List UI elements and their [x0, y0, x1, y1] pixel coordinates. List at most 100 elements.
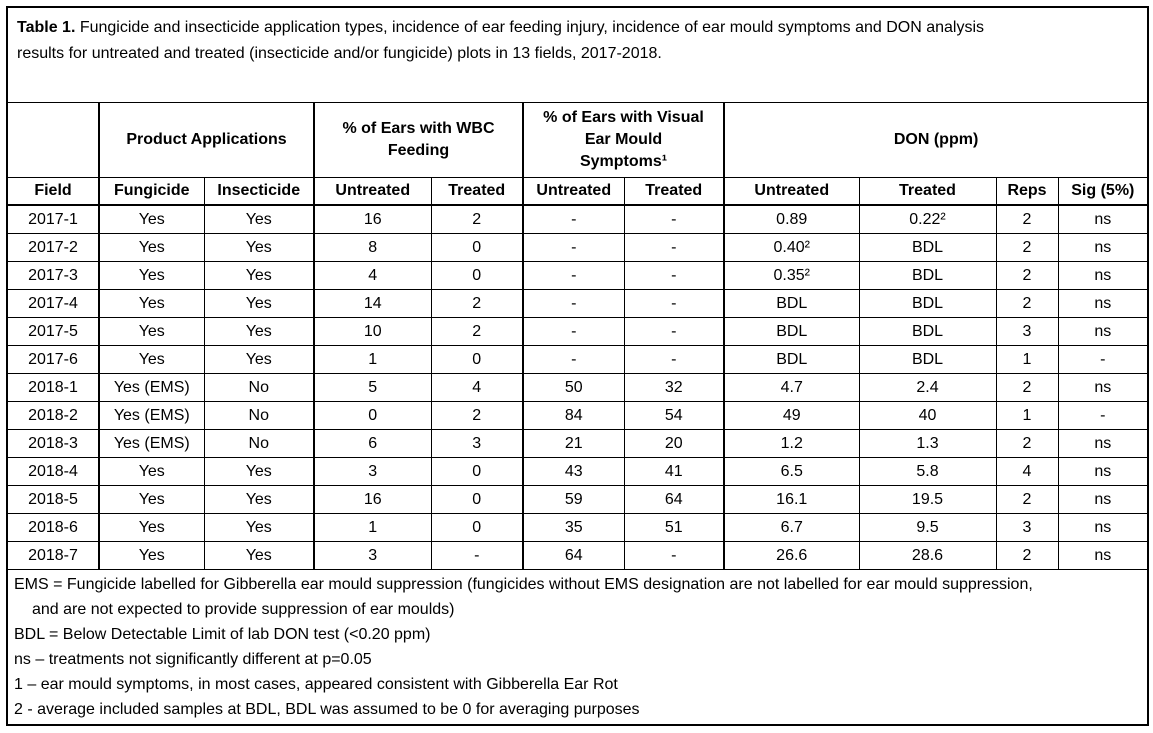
cell-don-treated: BDL	[858, 317, 997, 346]
cell-insecticide: Yes	[203, 204, 315, 234]
cell-mould-treated: -	[623, 233, 725, 262]
cell-mould-treated: 41	[623, 457, 725, 486]
col-header-wbc-treated: Treated	[430, 177, 524, 206]
cell-don-untreated: BDL	[723, 317, 860, 346]
cell-insecticide: Yes	[203, 485, 315, 514]
cell-wbc-untreated: 3	[313, 541, 432, 570]
cell-field: 2017-4	[6, 289, 100, 318]
cell-mould-untreated: 64	[522, 541, 625, 570]
cell-wbc-untreated: 8	[313, 233, 432, 262]
cell-insecticide: Yes	[203, 345, 315, 374]
cell-wbc-treated: -	[430, 541, 524, 570]
cell-reps: 2	[995, 373, 1059, 402]
cell-sig: ns	[1057, 317, 1149, 346]
col-header-reps: Reps	[995, 177, 1059, 206]
table-row: 2017-6 Yes Yes 1 0- - BDL BDL 1-	[6, 345, 1149, 374]
cell-wbc-untreated: 6	[313, 429, 432, 458]
cell-mould-untreated: -	[522, 345, 625, 374]
cell-mould-untreated: 35	[522, 513, 625, 542]
cell-insecticide: Yes	[203, 513, 315, 542]
cell-mould-treated: 54	[623, 401, 725, 430]
col-header-mould-untreated: Untreated	[522, 177, 625, 206]
cell-wbc-treated: 0	[430, 513, 524, 542]
cell-field: 2018-1	[6, 373, 100, 402]
cell-insecticide: Yes	[203, 317, 315, 346]
cell-sig: -	[1057, 401, 1149, 430]
col-header-don-untreated: Untreated	[723, 177, 860, 206]
cell-wbc-treated: 2	[430, 204, 524, 234]
table-row: 2018-5 Yes Yes 16 0 59 64 16.1 19.5 2 ns	[6, 485, 1149, 514]
header-ear-mould-symptoms: % of Ears with Visual Ear Mould Symptoms…	[522, 102, 725, 178]
header-product-applications: Product Applications	[98, 102, 315, 178]
cell-mould-treated: -	[623, 345, 725, 374]
cell-fungicide: Yes	[98, 317, 205, 346]
cell-wbc-untreated: 14	[313, 289, 432, 318]
cell-insecticide: Yes	[203, 261, 315, 290]
footnote-1: 1 – ear mould symptoms, in most cases, a…	[14, 676, 618, 693]
cell-sig: ns	[1057, 233, 1149, 262]
cell-don-treated: 0.22²	[858, 204, 997, 234]
cell-wbc-treated: 2	[430, 289, 524, 318]
cell-reps: 4	[995, 457, 1059, 486]
col-header-wbc-untreated: Untreated	[313, 177, 432, 206]
cell-don-treated: 2.4	[858, 373, 997, 402]
cell-fungicide: Yes	[98, 233, 205, 262]
table-row: 2018-4 Yes Yes 3 0 43 41 6.5 5.8 4 ns	[6, 457, 1149, 486]
cell-mould-untreated: -	[522, 261, 625, 290]
cell-wbc-untreated: 10	[313, 317, 432, 346]
footnote-2: 2 - average included samples at BDL, BDL…	[14, 701, 640, 718]
cell-field: 2017-3	[6, 261, 100, 290]
cell-field: 2017-6	[6, 345, 100, 374]
cell-wbc-untreated: 3	[313, 457, 432, 486]
table-row: 2017-5 Yes Yes 10 2- - BDL BDL 3 ns	[6, 317, 1149, 346]
cell-fungicide: Yes	[98, 289, 205, 318]
cell-wbc-treated: 0	[430, 261, 524, 290]
cell-wbc-treated: 2	[430, 401, 524, 430]
cell-insecticide: No	[203, 429, 315, 458]
cell-reps: 1	[995, 401, 1059, 430]
cell-field: 2018-7	[6, 541, 100, 570]
cell-mould-untreated: -	[522, 317, 625, 346]
cell-mould-untreated: 50	[522, 373, 625, 402]
table-row: 2018-3 Yes (EMS) No 6 3 21 20 1.2 1.3 2 ns	[6, 429, 1149, 458]
cell-insecticide: No	[203, 373, 315, 402]
table-title-text: Fungicide and insecticide application ty…	[17, 19, 985, 62]
cell-fungicide: Yes	[98, 513, 205, 542]
cell-reps: 3	[995, 513, 1059, 542]
cell-insecticide: Yes	[203, 233, 315, 262]
cell-don-treated: BDL	[858, 233, 997, 262]
header-wbc-feeding: % of Ears with WBC Feeding	[313, 102, 524, 178]
cell-wbc-treated: 0	[430, 457, 524, 486]
cell-wbc-untreated: 1	[313, 513, 432, 542]
cell-mould-treated: -	[623, 541, 725, 570]
cell-don-untreated: 0.35²	[723, 261, 860, 290]
cell-sig: ns	[1057, 373, 1149, 402]
cell-sig: ns	[1057, 513, 1149, 542]
cell-wbc-treated: 0	[430, 345, 524, 374]
cell-field: 2018-6	[6, 513, 100, 542]
cell-don-untreated: 49	[723, 401, 860, 430]
cell-field: 2018-2	[6, 401, 100, 430]
cell-fungicide: Yes	[98, 485, 205, 514]
cell-don-treated: BDL	[858, 289, 997, 318]
cell-don-treated: BDL	[858, 345, 997, 374]
cell-don-treated: 28.6	[858, 541, 997, 570]
cell-don-treated: 9.5	[858, 513, 997, 542]
cell-don-untreated: 6.5	[723, 457, 860, 486]
col-header-insecticide: Insecticide	[203, 177, 315, 206]
cell-mould-treated: -	[623, 289, 725, 318]
col-header-sig: Sig (5%)	[1057, 177, 1149, 206]
cell-wbc-treated: 3	[430, 429, 524, 458]
cell-reps: 1	[995, 345, 1059, 374]
cell-don-untreated: 16.1	[723, 485, 860, 514]
cell-wbc-treated: 0	[430, 233, 524, 262]
cell-insecticide: Yes	[203, 541, 315, 570]
cell-wbc-untreated: 5	[313, 373, 432, 402]
cell-wbc-treated: 2	[430, 317, 524, 346]
col-header-mould-treated: Treated	[623, 177, 725, 206]
data-table: Table 1. Fungicide and insecticide appli…	[6, 6, 1150, 726]
cell-don-treated: 40	[858, 401, 997, 430]
cell-don-treated: 5.8	[858, 457, 997, 486]
cell-sig: ns	[1057, 429, 1149, 458]
table-row: 2018-2 Yes (EMS) No 0 2 84 54 49 40 1-	[6, 401, 1149, 430]
